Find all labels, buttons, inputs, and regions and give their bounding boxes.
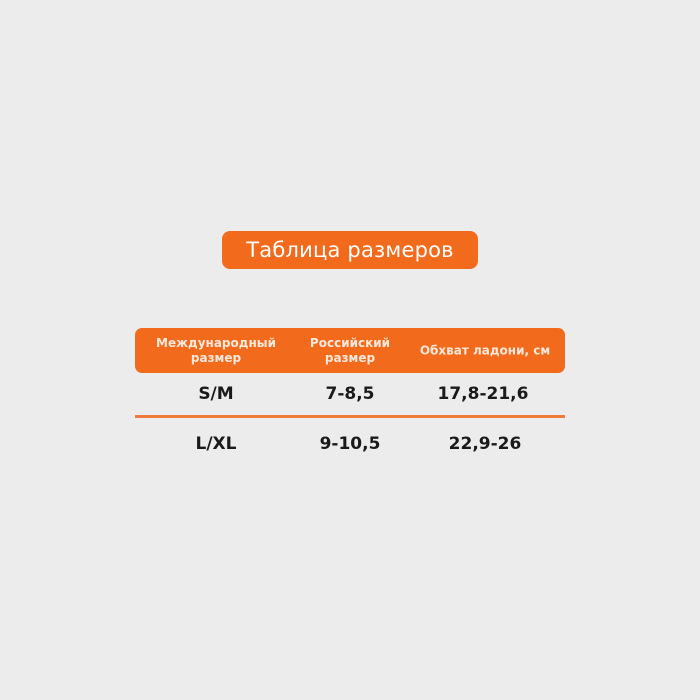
table-row: S/M 7-8,5 17,8-21,6 bbox=[135, 384, 565, 408]
cell-palm-girth: 22,9-26 bbox=[448, 434, 522, 454]
header-line: размер bbox=[324, 350, 376, 365]
header-line: Международный bbox=[156, 335, 276, 350]
table-header: Международный размер Российский размер О… bbox=[135, 328, 565, 373]
row-divider bbox=[135, 415, 565, 418]
header-russian-size: Российский размер bbox=[310, 336, 390, 366]
header-international-size: Международный размер bbox=[156, 336, 276, 366]
header-line: Обхват ладони, см bbox=[419, 343, 551, 357]
cell-palm-girth: 17,8-21,6 bbox=[437, 384, 529, 404]
header-line: Российский bbox=[309, 335, 391, 350]
table-row: L/XL 9-10,5 22,9-26 bbox=[135, 434, 565, 458]
cell-international-size: S/M bbox=[198, 384, 234, 404]
size-table-title: Таблица размеров bbox=[222, 231, 478, 269]
header-palm-girth: Обхват ладони, см bbox=[420, 343, 550, 358]
cell-russian-size: 7-8,5 bbox=[325, 384, 375, 404]
cell-russian-size: 9-10,5 bbox=[319, 434, 381, 454]
cell-international-size: L/XL bbox=[195, 434, 237, 454]
header-line: размер bbox=[190, 350, 242, 365]
